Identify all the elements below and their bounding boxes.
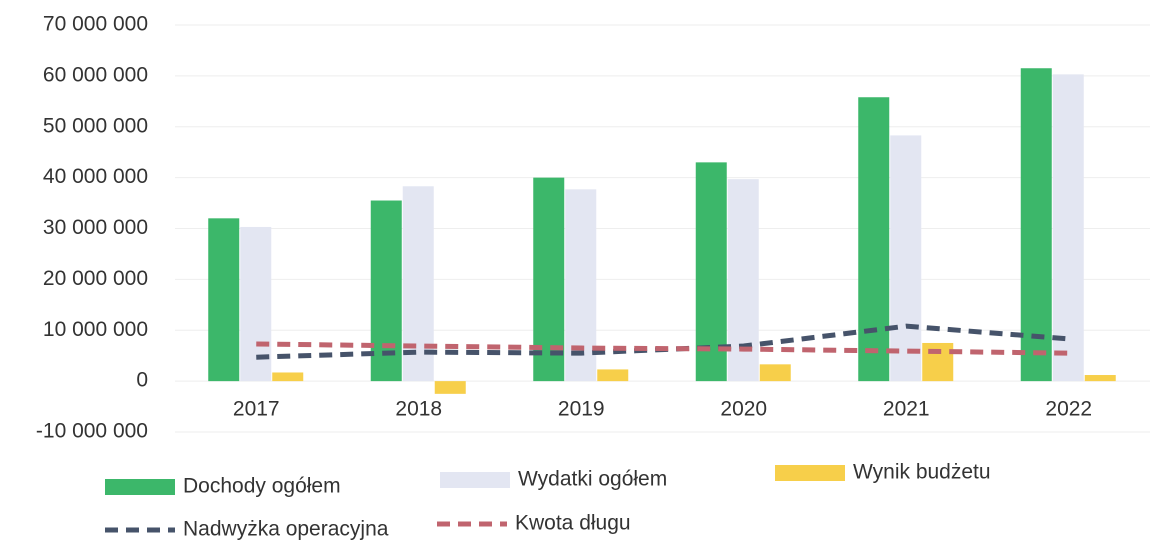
y-tick-label: 30 000 000 bbox=[43, 216, 148, 239]
bar bbox=[434, 381, 466, 394]
bar bbox=[858, 97, 890, 382]
bar bbox=[208, 218, 240, 382]
y-tick-label: 10 000 000 bbox=[43, 318, 148, 341]
y-tick-label: 70 000 000 bbox=[43, 13, 148, 36]
bar bbox=[759, 364, 791, 382]
bar bbox=[1020, 68, 1052, 382]
bar bbox=[1084, 375, 1116, 382]
legend-label: Wynik budżetu bbox=[853, 461, 991, 484]
bar bbox=[922, 342, 954, 382]
bar bbox=[890, 135, 922, 382]
bar bbox=[402, 186, 434, 382]
x-tick-label: 2018 bbox=[395, 398, 442, 421]
line bbox=[256, 341, 1069, 356]
legend-swatch bbox=[105, 479, 175, 495]
x-tick-label: 2022 bbox=[1045, 398, 1092, 421]
x-tick-label: 2017 bbox=[233, 398, 280, 421]
bar bbox=[597, 369, 629, 382]
legend-label: Dochody ogółem bbox=[183, 475, 341, 498]
y-tick-label: 50 000 000 bbox=[43, 114, 148, 137]
x-tick-label: 2021 bbox=[883, 398, 930, 421]
legend-swatch bbox=[440, 472, 510, 488]
legend-label: Kwota długu bbox=[515, 512, 631, 535]
y-tick-label: 20 000 000 bbox=[43, 267, 148, 290]
y-tick-label: 60 000 000 bbox=[43, 63, 148, 86]
y-tick-label: 0 bbox=[136, 369, 148, 392]
y-tick-label: 40 000 000 bbox=[43, 165, 148, 188]
y-tick-label: -10 000 000 bbox=[36, 420, 148, 443]
x-tick-label: 2020 bbox=[720, 398, 767, 421]
bar bbox=[1052, 74, 1084, 382]
legend-swatch bbox=[775, 465, 845, 481]
x-tick-label: 2019 bbox=[558, 398, 605, 421]
bar bbox=[272, 372, 304, 382]
legend-label: Nadwyżka operacyjna bbox=[183, 518, 389, 541]
legend-label: Wydatki ogółem bbox=[518, 468, 667, 491]
